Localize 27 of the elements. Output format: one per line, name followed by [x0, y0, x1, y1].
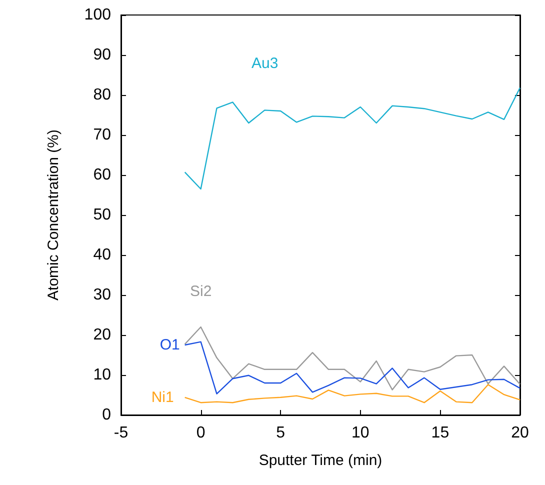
y-tick-label: 60 — [93, 166, 112, 184]
series-label: O1 — [160, 336, 180, 354]
y-tick-label: 80 — [93, 86, 112, 104]
series-label: Ni1 — [151, 388, 174, 406]
y-tick-label: 10 — [93, 366, 112, 384]
y-tick-label: 20 — [93, 326, 112, 344]
x-tick-label: -5 — [114, 424, 128, 442]
line-series — [184, 87, 521, 190]
x-axis-title: Sputter Time (min) — [258, 452, 382, 469]
line-series — [184, 384, 521, 404]
x-tick-label: 0 — [196, 424, 206, 442]
y-tick-label: 70 — [93, 126, 112, 144]
y-tick-label: 30 — [93, 286, 112, 304]
y-axis-title: Atomic Concentration (%) — [45, 130, 62, 300]
line-series — [184, 326, 521, 390]
y-tick-label: 40 — [93, 246, 112, 264]
x-tick-label: 5 — [276, 424, 286, 442]
x-tick-label: 20 — [511, 424, 529, 442]
text: Au3 — [251, 55, 278, 72]
y-tick-label: 100 — [84, 6, 112, 24]
y-tick-label: 50 — [93, 206, 112, 224]
line-series — [184, 341, 521, 394]
series-label: Si2 — [190, 283, 212, 300]
y-tick-label: 0 — [102, 406, 112, 424]
y-tick-label: 90 — [93, 46, 112, 64]
x-tick-label: 15 — [431, 424, 450, 442]
x-tick-label: 10 — [352, 424, 370, 442]
